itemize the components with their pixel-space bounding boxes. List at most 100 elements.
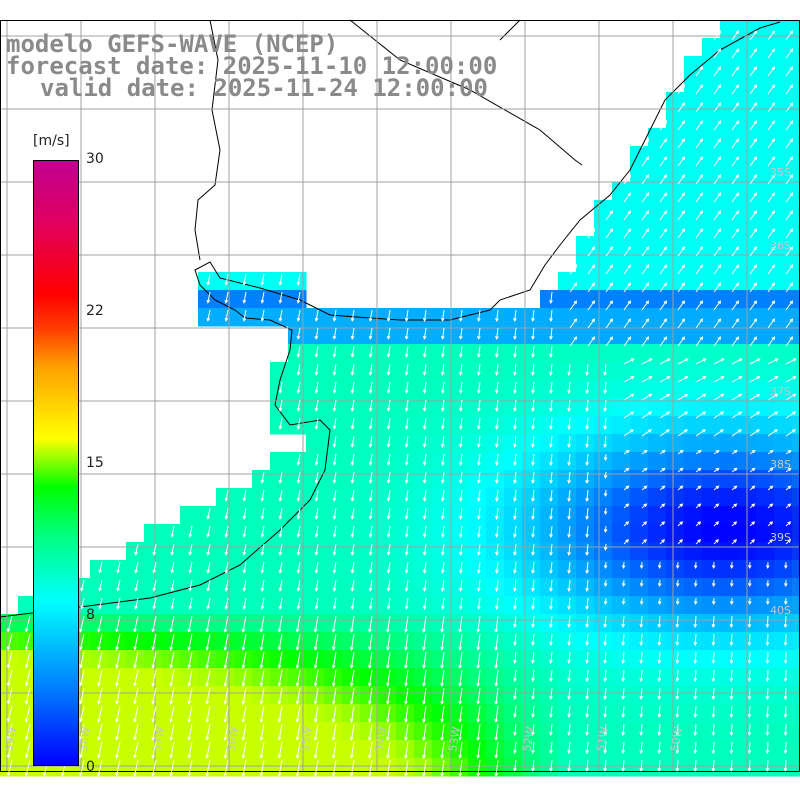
- speed-cell: [270, 416, 289, 435]
- speed-cell: [288, 650, 307, 669]
- wind-arrow: [496, 543, 499, 555]
- wind-arrow: [514, 723, 517, 735]
- wind-arrow: [153, 543, 157, 555]
- wind-arrow-head: [531, 731, 535, 736]
- wind-arrow: [243, 543, 247, 555]
- wind-arrow: [152, 705, 157, 722]
- speed-cell: [414, 614, 433, 633]
- wind-arrow-head: [278, 389, 283, 394]
- wind-arrow-head: [152, 551, 157, 556]
- speed-cell: [270, 578, 289, 597]
- wind-arrow-head: [693, 696, 698, 701]
- wind-arrow: [297, 453, 301, 465]
- wind-arrow-head: [711, 583, 716, 588]
- wind-arrow-head: [494, 772, 499, 777]
- wind-arrow-head: [278, 533, 283, 538]
- speed-cell: [630, 542, 649, 561]
- wind-arrow: [314, 615, 319, 632]
- wind-arrow-head: [386, 353, 391, 358]
- wind-arrow: [478, 327, 481, 339]
- wind-arrow: [514, 453, 517, 465]
- wind-arrow-head: [645, 336, 650, 341]
- wind-arrow: [587, 318, 595, 329]
- speed-cell: [702, 74, 721, 93]
- wind-arrow-head: [711, 660, 716, 665]
- wind-arrow: [441, 615, 445, 632]
- wind-arrow: [332, 669, 337, 686]
- speed-cell: [108, 578, 127, 597]
- speed-cell: [792, 110, 800, 129]
- wind-arrow-head: [513, 533, 517, 538]
- speed-cell: [666, 704, 685, 723]
- wind-arrow-head: [675, 678, 680, 683]
- wind-arrow: [351, 309, 355, 321]
- wind-arrow-head: [350, 317, 355, 322]
- speed-cell: [702, 686, 721, 705]
- wind-arrow-head: [717, 336, 722, 341]
- speed-cell: [108, 740, 127, 759]
- wind-arrow: [568, 543, 571, 555]
- speed-cell: [414, 524, 433, 543]
- wind-arrow: [423, 669, 427, 686]
- wind-arrow: [659, 411, 670, 419]
- speed-cell: [558, 578, 577, 597]
- wind-arrow: [514, 435, 517, 447]
- speed-cell: [180, 722, 199, 741]
- speed-cell: [774, 38, 793, 57]
- wind-arrow-head: [314, 479, 319, 484]
- speed-cell: [144, 740, 163, 759]
- wind-arrow-head: [151, 718, 155, 723]
- wind-arrow: [278, 669, 283, 686]
- wind-arrow-head: [350, 551, 355, 556]
- speed-cell: [702, 722, 721, 741]
- wind-arrow: [550, 417, 553, 429]
- wind-arrow: [748, 741, 751, 754]
- wind-arrow: [387, 759, 391, 776]
- speed-cell: [522, 650, 541, 669]
- speed-cell: [666, 470, 685, 489]
- wind-arrow: [641, 318, 649, 329]
- wind-arrow-head: [368, 772, 372, 777]
- speed-cell: [468, 614, 487, 633]
- wind-arrow-head: [313, 682, 318, 687]
- wind-arrow-head: [789, 156, 794, 161]
- wind-arrow-head: [296, 299, 301, 304]
- wind-arrow-head: [585, 515, 589, 520]
- speed-cell: [180, 614, 199, 633]
- wind-arrow-head: [717, 228, 722, 233]
- wind-arrow: [279, 597, 283, 609]
- wind-arrow-head: [151, 682, 155, 687]
- wind-arrow: [713, 66, 721, 77]
- wind-arrow-head: [24, 772, 29, 777]
- wind-arrow-head: [386, 497, 391, 502]
- wind-arrow: [587, 282, 595, 293]
- wind-arrow: [333, 471, 337, 483]
- wind-arrow-head: [567, 587, 571, 592]
- wind-arrow-head: [765, 624, 770, 629]
- speed-cell: [594, 344, 613, 363]
- speed-cell: [504, 560, 523, 579]
- speed-cell: [414, 650, 433, 669]
- speed-cell: [0, 668, 19, 687]
- wind-arrow: [550, 723, 553, 735]
- wind-arrow: [405, 309, 409, 321]
- wind-arrow-head: [625, 503, 630, 508]
- wind-arrow-head: [477, 587, 481, 592]
- wind-arrow: [207, 507, 211, 519]
- speed-cell: [522, 614, 541, 633]
- wind-arrow-head: [531, 371, 535, 376]
- wind-arrow: [314, 687, 319, 704]
- wind-arrow-head: [715, 503, 720, 508]
- wind-arrow-head: [531, 713, 535, 718]
- wind-arrow: [369, 741, 373, 758]
- speed-cell: [504, 614, 523, 633]
- speed-cell: [774, 398, 793, 417]
- speed-cell: [216, 488, 235, 507]
- wind-arrow-head: [440, 371, 445, 376]
- wind-arrow-head: [224, 317, 229, 322]
- wind-arrow-head: [769, 503, 774, 508]
- wind-arrow: [785, 210, 793, 221]
- wind-arrow-head: [585, 569, 589, 574]
- speed-cell: [540, 740, 559, 759]
- wind-arrow: [333, 579, 337, 591]
